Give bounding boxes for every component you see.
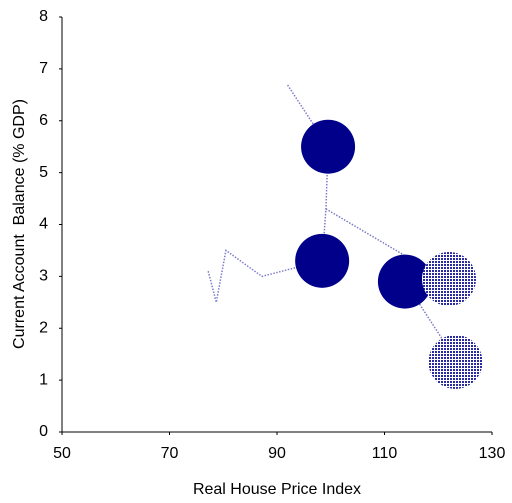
y-tick-label: 0 bbox=[39, 423, 48, 440]
dotted-line bbox=[325, 208, 450, 280]
x-axis-label: Real House Price Index bbox=[193, 481, 361, 498]
bubble bbox=[295, 233, 350, 288]
bubble bbox=[422, 251, 476, 306]
y-tick-label: 1 bbox=[39, 371, 48, 388]
x-tick-label: 130 bbox=[479, 445, 506, 462]
y-tick-label: 6 bbox=[39, 112, 48, 129]
y-axis-label: Current Account Balance (% GDP) bbox=[11, 99, 28, 349]
x-tick-label: 90 bbox=[268, 445, 286, 462]
x-tick-label: 110 bbox=[372, 445, 398, 462]
y-tick-label: 3 bbox=[39, 268, 48, 285]
bubble bbox=[428, 334, 483, 389]
y-tick-label: 7 bbox=[39, 60, 48, 77]
bubble bbox=[301, 119, 356, 174]
y-tick-label: 2 bbox=[39, 319, 48, 336]
x-tick-label: 50 bbox=[53, 445, 71, 462]
y-tick-label: 5 bbox=[39, 164, 48, 181]
y-tick-label: 8 bbox=[39, 8, 48, 25]
x-tick-label: 70 bbox=[161, 445, 179, 462]
y-tick-label: 4 bbox=[39, 216, 48, 233]
bubble bbox=[377, 254, 432, 309]
